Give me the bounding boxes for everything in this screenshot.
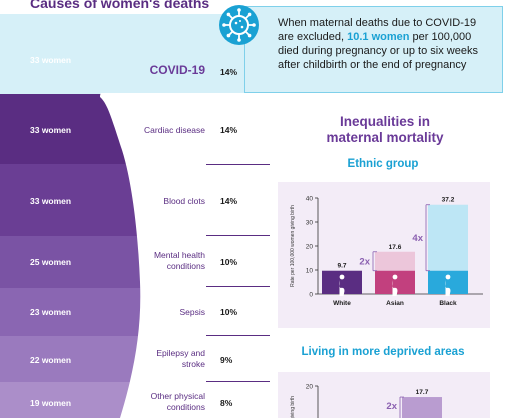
ethnic-title: Ethnic group <box>347 158 419 170</box>
y-axis-label: Rate per 100,000 women giving birth <box>290 205 296 287</box>
category-label: White <box>333 300 351 307</box>
bar <box>428 270 468 294</box>
y-tick-label: 10 <box>306 268 314 275</box>
inequalities-title-line1: Inequalities in <box>339 114 431 129</box>
data-label: 17.7 <box>416 389 429 396</box>
bar <box>375 270 415 294</box>
data-label: 37.2 <box>442 197 455 204</box>
row-women-epilepsy: 22 women <box>30 355 72 365</box>
bar <box>402 397 442 418</box>
covid-band <box>0 14 244 93</box>
cause-sepsis: Sepsis <box>179 307 205 317</box>
y-tick-label: 40 <box>306 196 314 203</box>
bar <box>322 270 362 294</box>
row-women-clots: 33 women <box>30 196 72 206</box>
covid-note-box <box>244 6 503 93</box>
woman-icon-body <box>339 280 345 296</box>
data-label: 17.6 <box>389 244 402 251</box>
category-label: Asian <box>386 300 404 307</box>
ratio-label: 4x <box>412 233 423 244</box>
cause-covid: COVID-19 <box>149 63 205 77</box>
cause-epilepsy: Epilepsy and stroke <box>156 348 205 369</box>
category-label: Black <box>439 300 457 307</box>
covid-note-text-after: per 100,000 died during pregnancy or up … <box>278 31 478 71</box>
pct-epilepsy: 9% <box>220 355 233 365</box>
y-tick-label: 20 <box>306 244 314 251</box>
pct-other: 8% <box>220 398 233 408</box>
deprived-title: Living in more deprived areas <box>301 346 465 358</box>
row-divider <box>206 235 270 236</box>
pct-covid: 14% <box>220 67 238 77</box>
data-label: 9.7 <box>337 263 346 270</box>
covid-note-highlight: 10.1 women <box>347 31 410 43</box>
covid-note: When maternal deaths due to COVID-19 are… <box>278 16 494 72</box>
row-women-cardiac: 33 women <box>30 125 72 135</box>
y-tick-label: 0 <box>309 292 313 299</box>
row-women-mental: 25 women <box>30 257 72 267</box>
y-axis-label: giving birth <box>290 396 296 418</box>
bar-excess <box>375 251 415 271</box>
woman-icon-head <box>445 274 451 280</box>
pct-mental: 10% <box>220 257 238 267</box>
ethnic-chart: 0 10 20 30 40 Rate per 100,000 women giving b… <box>278 182 490 328</box>
row-women-sepsis: 23 women <box>30 307 72 317</box>
ratio-label: 2x <box>359 257 370 268</box>
woman-icon-body <box>392 280 398 296</box>
pct-sepsis: 10% <box>220 307 238 317</box>
cause-mental: Mental health conditions <box>153 250 205 271</box>
row-divider <box>206 335 270 336</box>
bar-excess <box>428 204 468 271</box>
chart-panel <box>278 372 490 418</box>
row-women-other: 19 women <box>30 398 72 408</box>
y-tick-label: 20 <box>306 384 314 391</box>
inequalities-title: Inequalities in maternal mortality <box>300 114 470 146</box>
woman-icon-head <box>392 274 398 280</box>
inequalities-title-line2: maternal mortality <box>326 130 444 145</box>
row-divider <box>206 164 270 165</box>
virus-icon <box>219 5 259 45</box>
cause-cardiac: Cardiac disease <box>144 125 205 135</box>
row-divider <box>206 381 270 382</box>
row-divider <box>206 286 270 287</box>
woman-icon-head <box>339 274 345 280</box>
ratio-label: 2x <box>386 401 397 412</box>
pct-clots: 14% <box>220 196 238 206</box>
page-title: Causes of women's deaths <box>30 0 210 11</box>
cause-clots: Blood clots <box>163 196 205 206</box>
y-tick-label: 30 <box>306 220 314 227</box>
cause-other: Other physical conditions <box>150 391 205 412</box>
pct-cardiac: 14% <box>220 125 238 135</box>
deprived-chart: 20 giving birth 17.7 2x <box>278 372 490 418</box>
row-women-covid: 33 women <box>30 55 72 65</box>
woman-icon-body <box>445 280 451 296</box>
covid-note-text-before: When maternal deaths due to COVID-19 are… <box>278 17 477 43</box>
